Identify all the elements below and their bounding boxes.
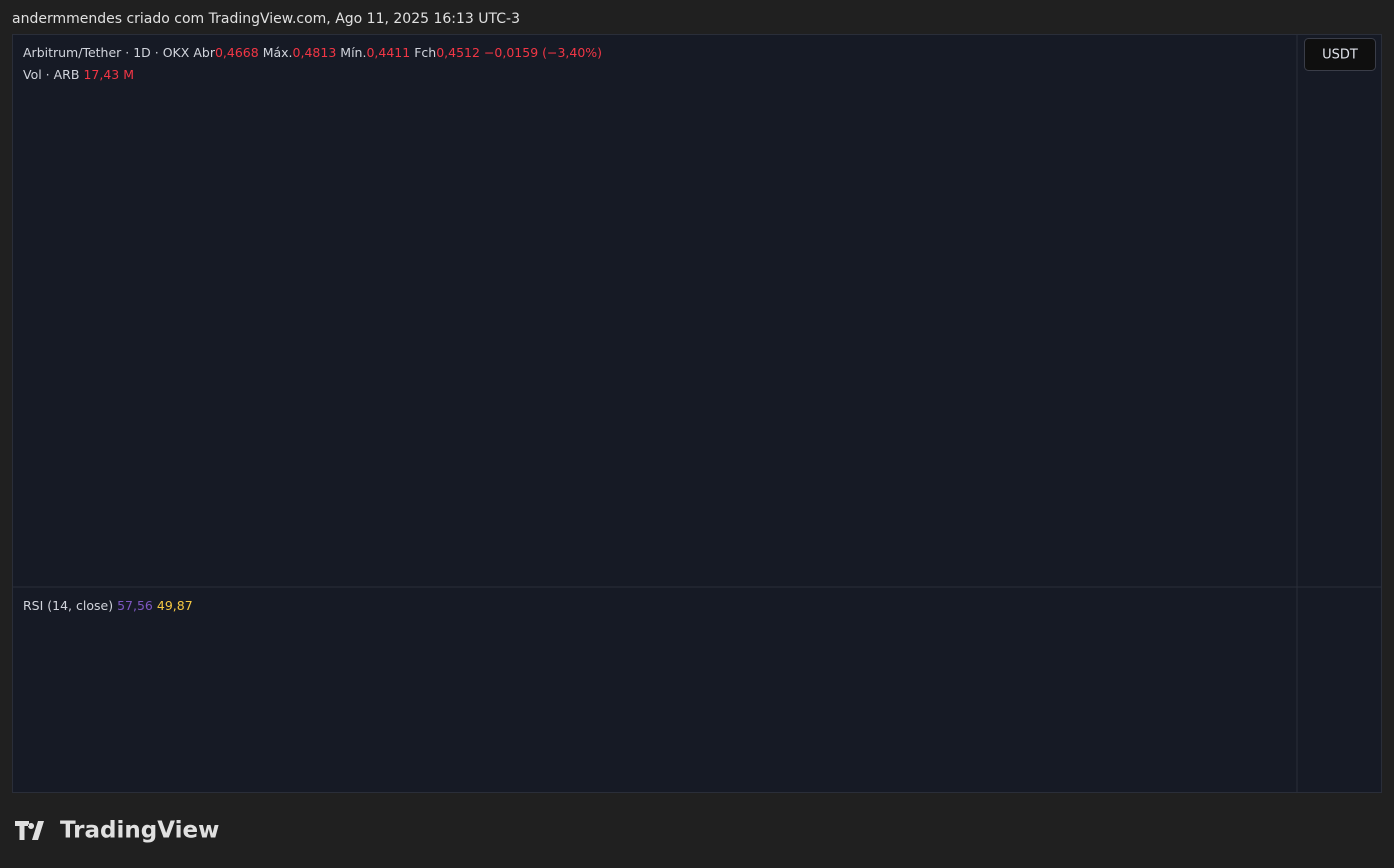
currency-button[interactable] (1304, 38, 1376, 71)
low-label: Mín. (340, 45, 367, 60)
volume-legend: Vol · ARB 17,43 M (23, 67, 138, 82)
logo-icon (15, 821, 44, 840)
rsi-label: RSI (14, close) (23, 598, 114, 613)
legend: Arbitrum/Tether · 1D · OKX Abr0,4668 Máx.0… (23, 45, 606, 60)
rsi-ma-value: 49,87 (156, 598, 193, 613)
brand: TradingView (60, 818, 219, 844)
low-value: 0,4411 (366, 45, 411, 60)
symbol: Arbitrum/Tether · 1D · OKX (23, 45, 190, 60)
change: −0,0159 (−3,40%) (483, 45, 603, 60)
volume-value: 17,43 M (83, 67, 134, 82)
open-label: Abr (193, 45, 215, 60)
high-label: Máx. (262, 45, 293, 60)
volume-label: Vol · ARB (23, 67, 80, 82)
page-title: andermmendes criado com TradingView.com,… (12, 11, 520, 27)
currency-label[interactable]: USDT (1322, 48, 1358, 63)
rsi-value: 57,56 (117, 598, 153, 613)
high-value: 0,4813 (292, 45, 337, 60)
open-value: 0,4668 (214, 45, 259, 60)
close-value: 0,4512 (436, 45, 480, 60)
close-label: Fch (414, 45, 437, 60)
logo: TradingView (15, 818, 219, 844)
rsi-legend: RSI (14, close) 57,56 49,87 (23, 598, 197, 613)
chart-frame (12, 34, 1382, 793)
